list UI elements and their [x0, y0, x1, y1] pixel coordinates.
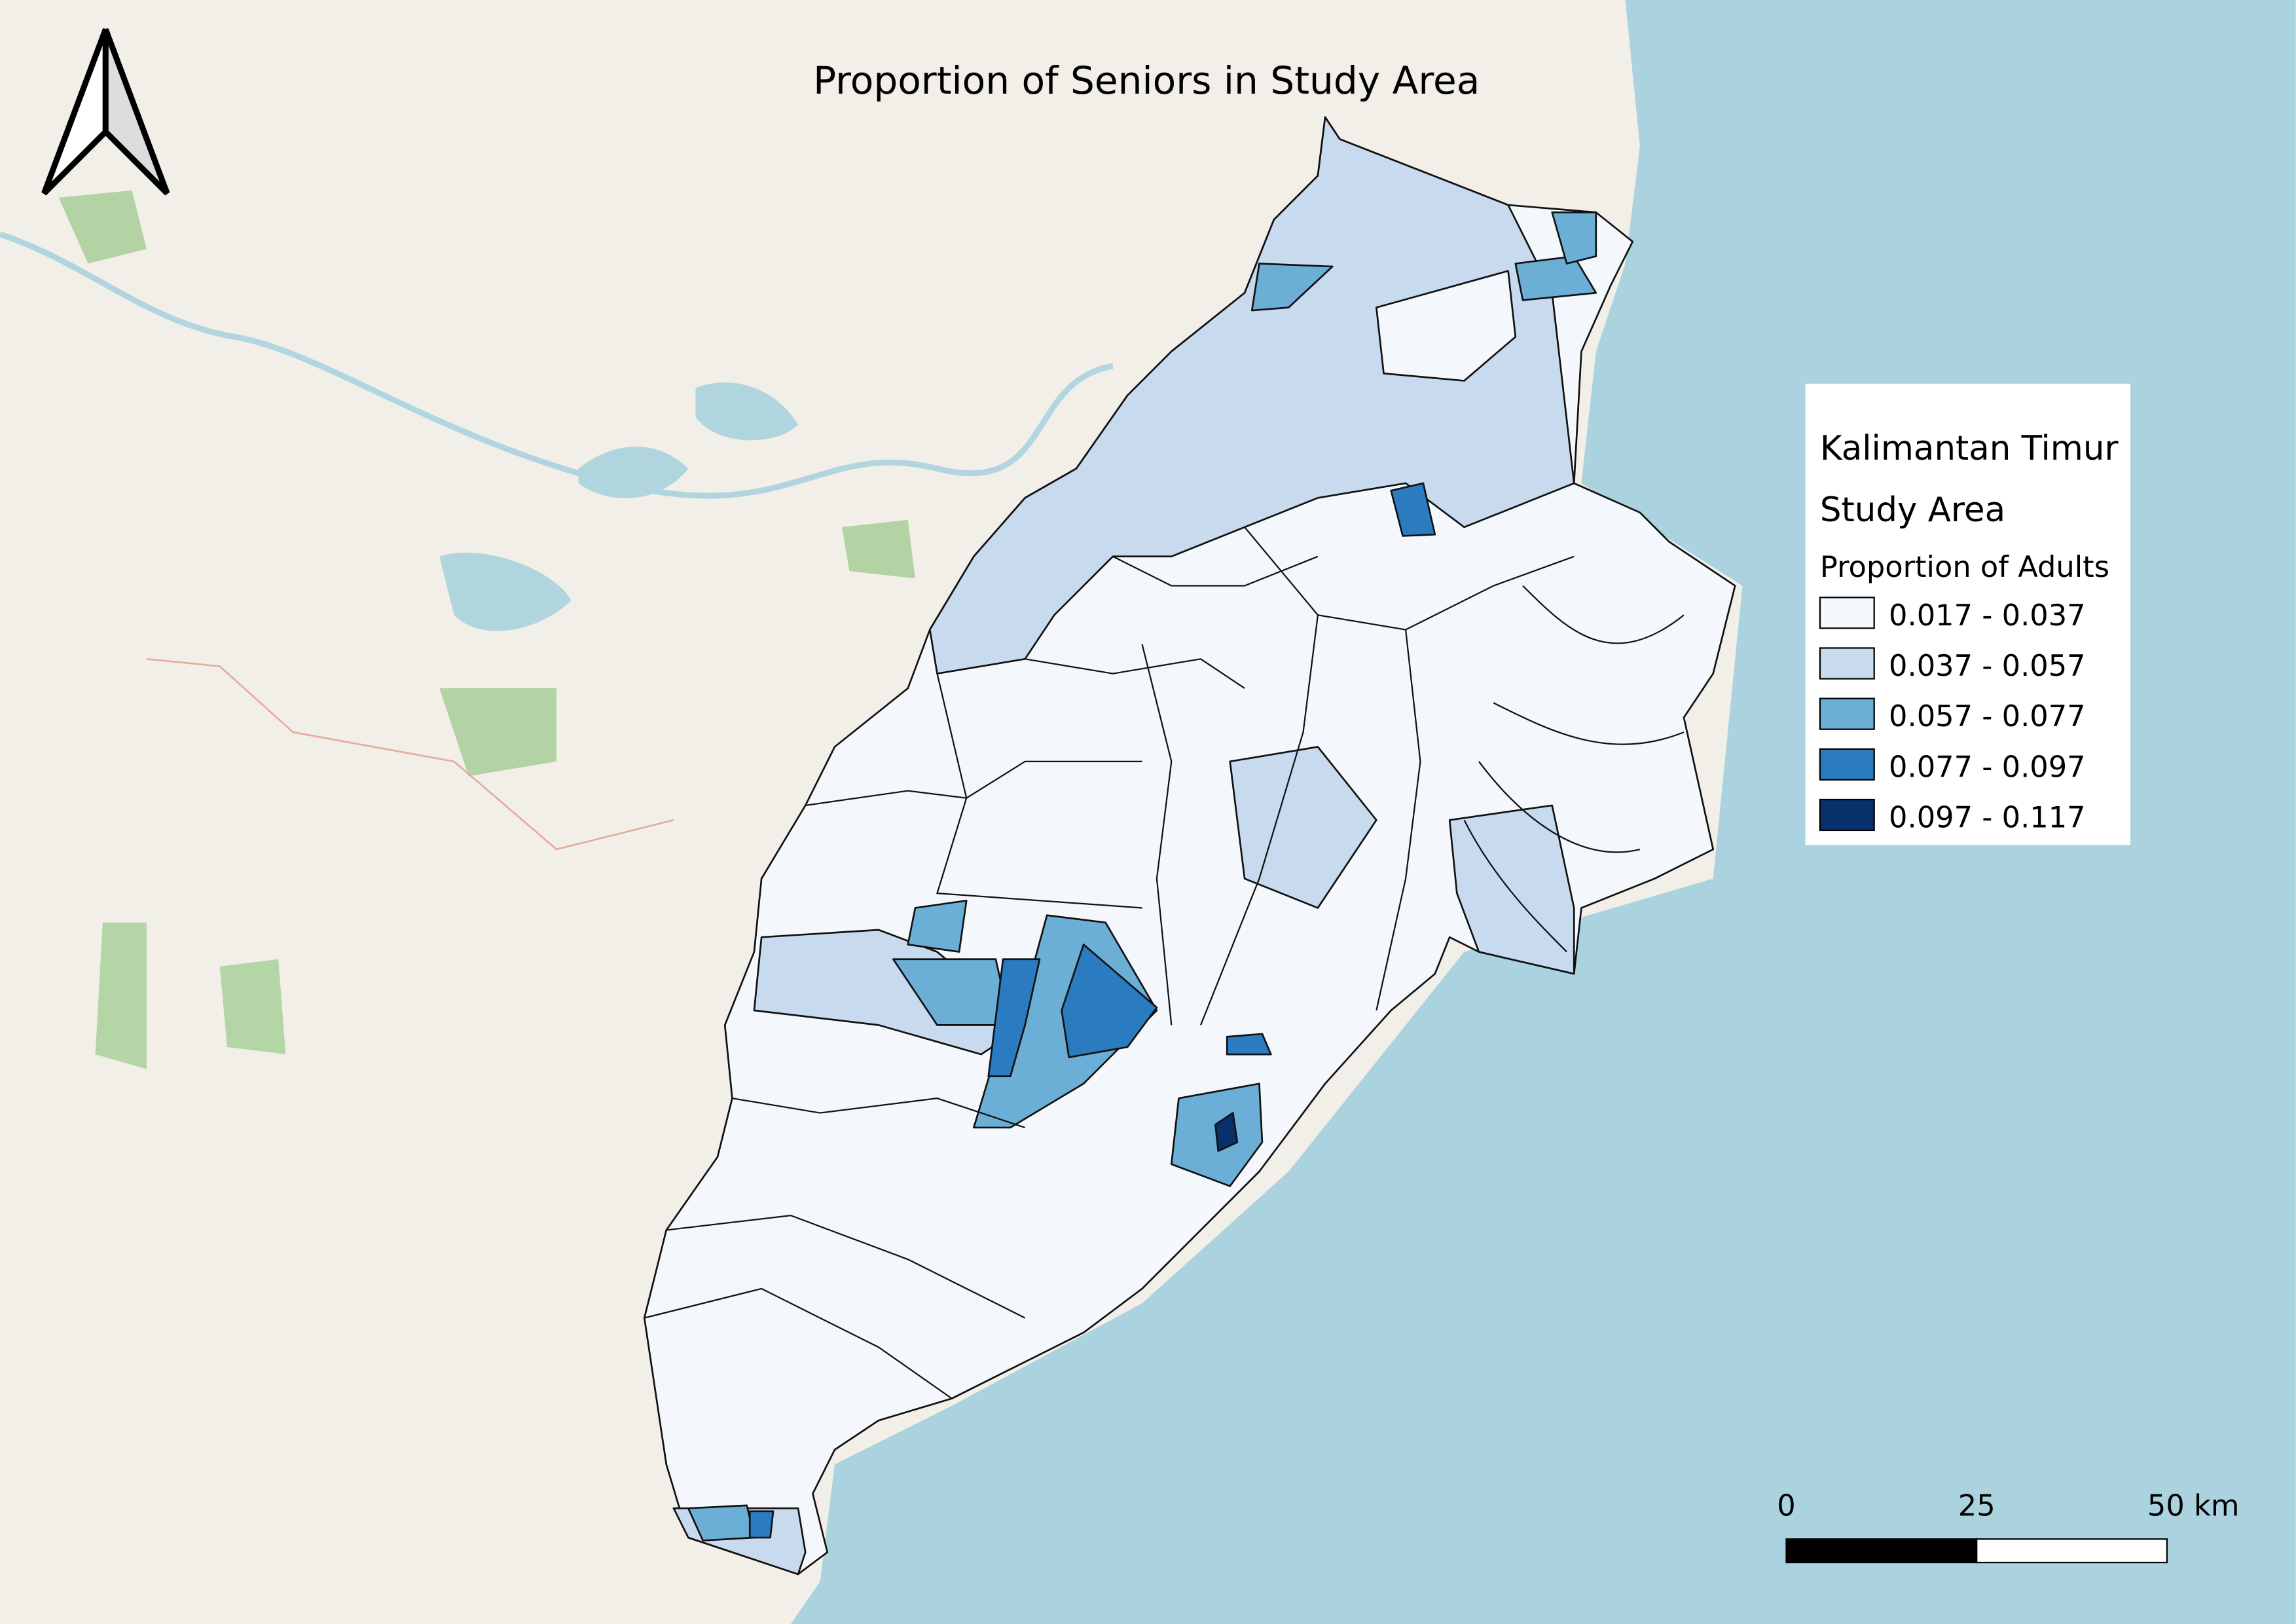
- legend-subtitle: Proportion of Adults: [1820, 549, 2109, 584]
- scale-segment: [1976, 1538, 2168, 1564]
- legend-label: 0.057 - 0.077: [1889, 699, 2086, 733]
- region: [928, 116, 1575, 675]
- legend-swatch: [1819, 697, 1875, 730]
- scale-label: 0: [1777, 1488, 1795, 1523]
- legend-swatch: [1819, 798, 1875, 832]
- region: [1250, 263, 1334, 312]
- map-title: Proportion of Seniors in Study Area: [813, 58, 1480, 103]
- region: [1214, 1112, 1239, 1153]
- region: [748, 1510, 774, 1539]
- legend-title: Study Area: [1820, 490, 2005, 530]
- region: [907, 899, 968, 953]
- scale-label: 50 km: [2147, 1488, 2240, 1523]
- legend-label: 0.097 - 0.117: [1889, 800, 2086, 834]
- legend: Kalimantan Timur Study Area Proportion o…: [1819, 429, 2119, 834]
- study-area: [643, 116, 1736, 1576]
- region: [1448, 804, 1575, 975]
- region: [1390, 482, 1436, 537]
- region: [987, 958, 1041, 1077]
- region: [1376, 270, 1517, 382]
- scale-label: 25: [1958, 1488, 1995, 1523]
- region: [1514, 255, 1597, 301]
- legend-swatch: [1819, 597, 1875, 629]
- region: [1226, 1033, 1272, 1056]
- legend-label: 0.037 - 0.057: [1889, 648, 2086, 683]
- legend-swatch: [1819, 748, 1875, 781]
- region: [1061, 944, 1158, 1058]
- legend-label: 0.077 - 0.097: [1889, 749, 2086, 784]
- scale-bar: 0 25 50 km: [1777, 1488, 2240, 1564]
- land-features: [0, 190, 1114, 1069]
- region-boundaries: [644, 526, 1685, 1399]
- scale-segment: [1785, 1538, 1978, 1564]
- legend-swatch: [1819, 647, 1875, 680]
- legend-label: 0.017 - 0.037: [1889, 598, 2086, 633]
- legend-title: Kalimantan Timur: [1820, 429, 2119, 468]
- north-arrow: [41, 28, 170, 196]
- region: [1229, 746, 1377, 909]
- region: [1551, 211, 1597, 265]
